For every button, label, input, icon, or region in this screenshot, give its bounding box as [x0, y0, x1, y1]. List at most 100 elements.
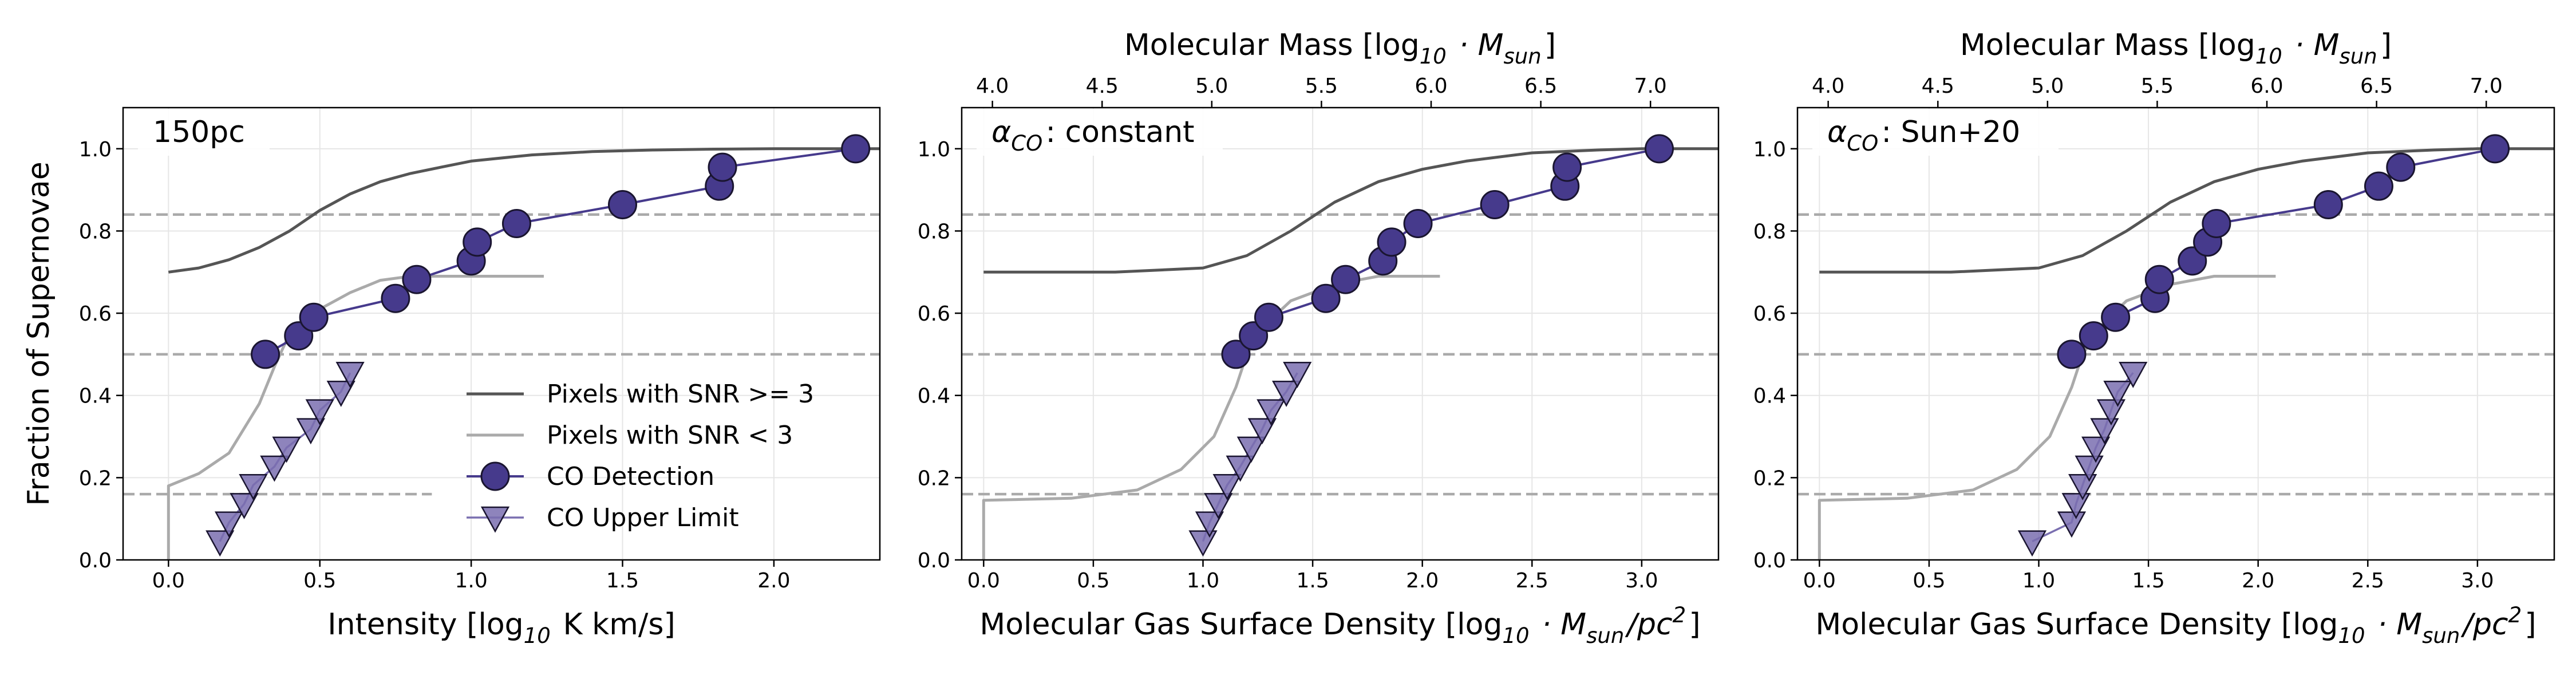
chart-panel-3: 0.0 0.5 1.0 1.5 2.0 2.5 3.0 0.0 0.2 0.4 0.6 0.8 1.0 M…: [1753, 28, 2555, 648]
co-upper-limit-point: [1257, 399, 1286, 426]
co-detection-point: [2386, 152, 2416, 182]
co-upper-limit-point: [1212, 474, 1242, 500]
x-tick-label: 1.0: [455, 569, 487, 593]
panel-label-box: [977, 109, 1223, 156]
x-tick-label: 1.5: [2132, 569, 2164, 593]
panel-label-box: [138, 109, 270, 156]
y-tick-label: 1.0: [1753, 138, 1786, 161]
y-axis-label: Fraction of Supernovae: [22, 161, 56, 506]
co-upper-limit-point: [2057, 511, 2087, 538]
y-tick-label: 0.6: [79, 302, 112, 326]
top-x-tick-label: 6.5: [1524, 74, 1557, 98]
y-tick-label: 0.6: [1753, 302, 1786, 326]
co-detection-point: [501, 209, 531, 239]
co-detection-point: [1311, 283, 1341, 313]
x-tick-label: 0.0: [967, 569, 1000, 593]
chart-panel-2: 0.0 0.5 1.0 1.5 2.0 2.5 3.0 0.0 0.2 0.4 0.6 0.8 1.0 M…: [918, 28, 1720, 648]
chart-panel-1: 0.0 0.5 1.0 1.5 2.0 0.0 0.2 0.4 0.6 0.8 1.0 Intensi…: [22, 106, 881, 648]
co-detection-point: [2364, 171, 2393, 201]
co-upper-limit-point: [1272, 381, 1301, 407]
y-tick-label: 0.0: [1753, 549, 1786, 572]
co-detection-point: [2313, 189, 2343, 219]
co-detection-point: [1377, 227, 1406, 257]
x-tick-label: 0.0: [1803, 569, 1836, 593]
legend-label: Pixels with SNR >= 3: [547, 380, 814, 409]
plot-frame: [1796, 106, 2555, 561]
co-detection-point: [2101, 302, 2131, 332]
co-detection-point: [1254, 302, 1283, 332]
x-tick-label: 2.0: [1406, 569, 1439, 593]
top-x-tick-label: 7.0: [1634, 74, 1667, 98]
y-tick-label: 0.4: [79, 385, 112, 408]
panel-label: 150pc: [153, 115, 245, 149]
x-tick-label: 0.5: [303, 569, 336, 593]
top-x-tick-label: 4.0: [1812, 74, 1844, 98]
co-detection-point: [1480, 189, 1510, 219]
co-detection-point: [608, 189, 638, 219]
x-axis-label: Intensity [log10 K km/s]: [327, 607, 675, 648]
plot-frame: [961, 106, 1720, 561]
series-line-snr-low: [1818, 275, 2276, 560]
co-upper-limit-point: [1236, 436, 1266, 463]
co-upper-limit-point: [1188, 530, 1218, 557]
top-x-tick-label: 4.5: [1922, 74, 1954, 98]
panel-label-box: [1812, 109, 2059, 156]
co-upper-limit-point: [230, 493, 259, 519]
y-tick-label: 0.2: [79, 467, 112, 490]
top-x-tick-label: 5.5: [2141, 74, 2174, 98]
co-detection-point: [841, 134, 871, 164]
co-upper-limit-point: [305, 399, 334, 426]
co-detection-point: [2079, 321, 2108, 351]
co-upper-limit-point: [2119, 361, 2148, 388]
y-tick-label: 0.2: [1753, 467, 1786, 490]
co-detection-point: [2178, 246, 2207, 276]
series-line-detection: [2071, 147, 2495, 356]
top-x-tick-label: 4.0: [976, 74, 1009, 98]
x-axis-label: Molecular Gas Surface Density [log10 · M…: [1815, 603, 2536, 648]
x-tick-label: 2.0: [757, 569, 790, 593]
x-tick-label: 3.0: [1625, 569, 1658, 593]
legend: Pixels with SNR >= 3 Pixels with SNR < 3 C…: [467, 380, 814, 533]
co-detection-point: [299, 302, 329, 332]
legend-label: CO Detection: [547, 462, 714, 491]
co-detection-point: [251, 339, 280, 369]
x-tick-label: 1.5: [1296, 569, 1329, 593]
co-upper-limit-point: [1247, 418, 1277, 445]
x-tick-label: 2.5: [1516, 569, 1548, 593]
legend-label: CO Upper Limit: [547, 503, 739, 532]
co-detection-point: [1552, 152, 1582, 182]
x-tick-label: 1.0: [2022, 569, 2055, 593]
co-upper-limit-point: [1283, 361, 1312, 388]
co-upper-limit-point: [1204, 493, 1233, 519]
co-detection-point: [1645, 134, 1674, 164]
top-x-tick-label: 4.5: [1086, 74, 1119, 98]
y-tick-label: 0.8: [1753, 220, 1786, 243]
co-detection-point: [2057, 339, 2087, 369]
x-tick-label: 0.5: [1913, 569, 1945, 593]
top-x-tick-label: 7.0: [2470, 74, 2503, 98]
co-upper-limit-point: [1195, 511, 1224, 538]
co-upper-limit-point: [296, 418, 325, 445]
plot-frame: [122, 106, 881, 561]
co-detection-point: [402, 264, 432, 294]
legend-swatch-marker: [480, 461, 510, 491]
co-detection-point: [708, 152, 737, 182]
top-x-tick-label: 6.5: [2360, 74, 2393, 98]
y-tick-label: 0.8: [918, 220, 950, 243]
x-tick-label: 1.5: [606, 569, 639, 593]
series-line-snr-high: [1819, 147, 2554, 274]
y-tick-label: 0.6: [918, 302, 950, 326]
y-tick-label: 1.0: [918, 138, 950, 161]
co-detection-point: [1331, 264, 1361, 294]
co-detection-point: [463, 227, 492, 257]
x-tick-label: 2.0: [2242, 569, 2274, 593]
top-x-axis-label: Molecular Mass [log10 · Msun ]: [1960, 28, 2392, 69]
y-tick-label: 0.0: [79, 549, 112, 572]
co-detection-point: [2144, 264, 2174, 294]
co-upper-limit-point: [206, 530, 235, 557]
legend-swatch-marker: [480, 506, 510, 533]
co-upper-limit-point: [260, 455, 289, 482]
co-detection-point: [2202, 209, 2231, 239]
legend-label: Pixels with SNR < 3: [547, 421, 793, 450]
co-detection-point: [381, 283, 410, 313]
